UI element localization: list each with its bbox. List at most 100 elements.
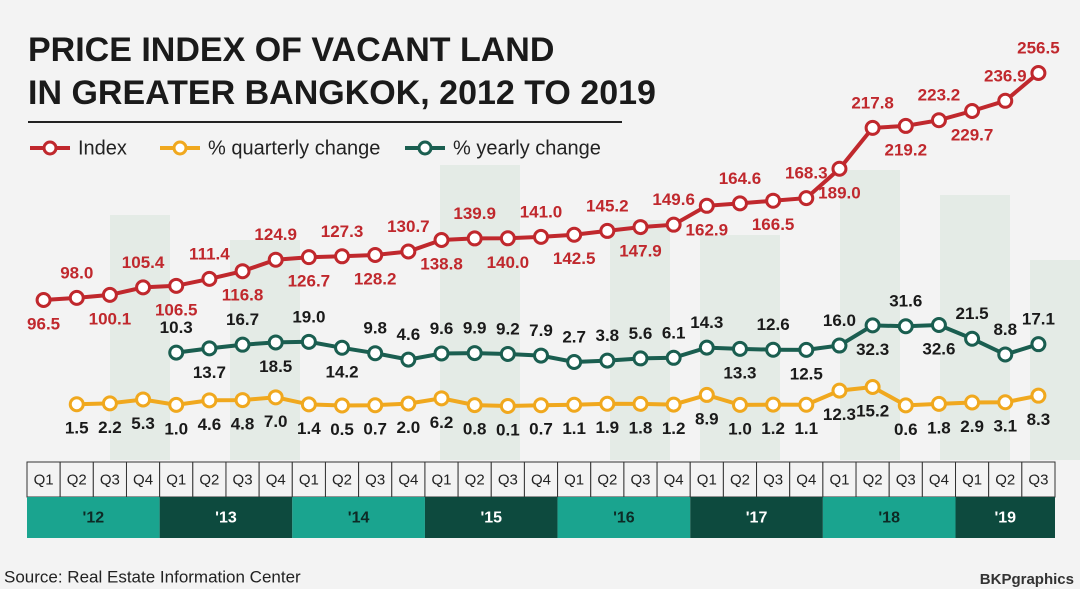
value-label: 168.3	[785, 164, 828, 183]
legend-marker	[172, 140, 188, 156]
value-label: 4.8	[231, 415, 255, 434]
chart-title: IN GREATER BANGKOK, 2012 TO 2019	[28, 74, 656, 112]
point	[632, 350, 649, 367]
x-tick-label: Q2	[863, 471, 883, 488]
value-label: 15.2	[856, 401, 889, 420]
x-tick-label: Q1	[166, 471, 186, 488]
quarter-cell	[888, 461, 923, 498]
point	[201, 392, 218, 409]
value-label: 1.1	[562, 419, 586, 438]
year-label: '14	[348, 510, 370, 527]
point	[499, 345, 516, 362]
point	[168, 396, 185, 413]
quarter-cell	[523, 461, 559, 498]
point	[864, 119, 881, 136]
x-tick-label: Q2	[730, 471, 750, 488]
point	[665, 349, 682, 366]
x-tick-label: Q3	[498, 471, 518, 488]
point	[731, 195, 748, 212]
year-band	[292, 497, 425, 538]
x-tick-label: Q2	[597, 471, 617, 488]
value-label: 166.5	[752, 215, 795, 234]
x-tick-label: Q4	[929, 471, 949, 488]
value-label: 4.6	[198, 415, 222, 434]
point	[698, 386, 715, 403]
value-label: 14.2	[325, 362, 358, 381]
quarter-cell	[258, 461, 293, 498]
value-label: 7.9	[529, 321, 553, 340]
quarter-cell	[1021, 461, 1056, 498]
point	[300, 249, 317, 266]
value-label: 2.9	[960, 417, 984, 436]
value-label: 105.4	[122, 253, 165, 272]
point	[665, 396, 682, 413]
point	[101, 395, 118, 412]
value-label: 1.8	[629, 418, 653, 437]
x-tick-label: Q1	[829, 471, 849, 488]
point	[997, 394, 1014, 411]
value-label: 2.2	[98, 418, 122, 437]
value-label: 127.3	[321, 222, 364, 241]
point	[267, 389, 284, 406]
point	[964, 103, 981, 120]
value-label: 4.6	[397, 325, 421, 344]
point	[267, 251, 284, 268]
point	[1030, 65, 1047, 81]
point	[168, 344, 185, 361]
point	[201, 340, 218, 357]
value-label: 0.6	[894, 420, 918, 439]
value-label: 217.8	[851, 93, 894, 112]
value-label: 1.9	[596, 418, 620, 437]
value-label: 1.0	[164, 419, 188, 438]
value-label: 164.6	[719, 169, 762, 188]
point	[334, 397, 351, 414]
chart-title: PRICE INDEX OF VACANT LAND	[28, 31, 554, 69]
point	[400, 243, 417, 260]
plot: Q1 Q2 Q3 Q4 Q1 Q2 Q3 Q4 Q1 Q2 Q3 Q4 Q1 Q2 Q3 Q4 Q1 Q2 Q3 Q4…	[26, 38, 1060, 538]
point	[533, 397, 549, 414]
point	[1030, 336, 1047, 353]
quarter-cell	[59, 461, 94, 498]
value-label: 124.9	[254, 225, 297, 244]
point	[964, 394, 981, 411]
year-band	[27, 497, 160, 538]
value-label: 6.1	[662, 323, 686, 342]
quarter-cell	[192, 461, 227, 498]
point	[765, 192, 782, 209]
value-label: 12.3	[823, 405, 856, 424]
point	[499, 398, 516, 414]
value-label: 256.5	[1017, 38, 1060, 57]
x-tick-label: Q1	[697, 471, 717, 488]
year-label: '17	[746, 510, 768, 527]
point	[897, 318, 914, 335]
x-tick-label: Q3	[1028, 471, 1048, 488]
year-label: '13	[215, 510, 237, 527]
year-band	[822, 497, 956, 538]
x-tick-label: Q4	[531, 471, 551, 488]
value-label: 236.9	[984, 66, 1027, 85]
point	[930, 112, 947, 129]
point	[1030, 387, 1047, 404]
quarter-cell	[722, 461, 758, 498]
value-label: 2.7	[562, 327, 586, 346]
point	[864, 317, 881, 334]
legend-label: % yearly change	[453, 137, 601, 159]
x-tick-label: Q2	[67, 471, 87, 488]
x-tick-label: Q1	[299, 471, 319, 488]
legend-label: Index	[78, 137, 127, 159]
value-label: 2.0	[397, 418, 421, 437]
point	[433, 345, 450, 362]
point	[897, 397, 914, 414]
x-tick-label: Q3	[100, 471, 120, 488]
point	[533, 228, 549, 245]
x-tick-label: Q1	[432, 471, 452, 488]
year-band	[955, 497, 1055, 538]
point	[433, 390, 450, 407]
point	[997, 346, 1014, 363]
year-label: '15	[480, 510, 502, 527]
value-label: 1.5	[65, 419, 89, 438]
year-label: '19	[994, 510, 1016, 527]
value-label: 32.3	[856, 340, 889, 359]
value-label: 128.2	[354, 270, 397, 289]
